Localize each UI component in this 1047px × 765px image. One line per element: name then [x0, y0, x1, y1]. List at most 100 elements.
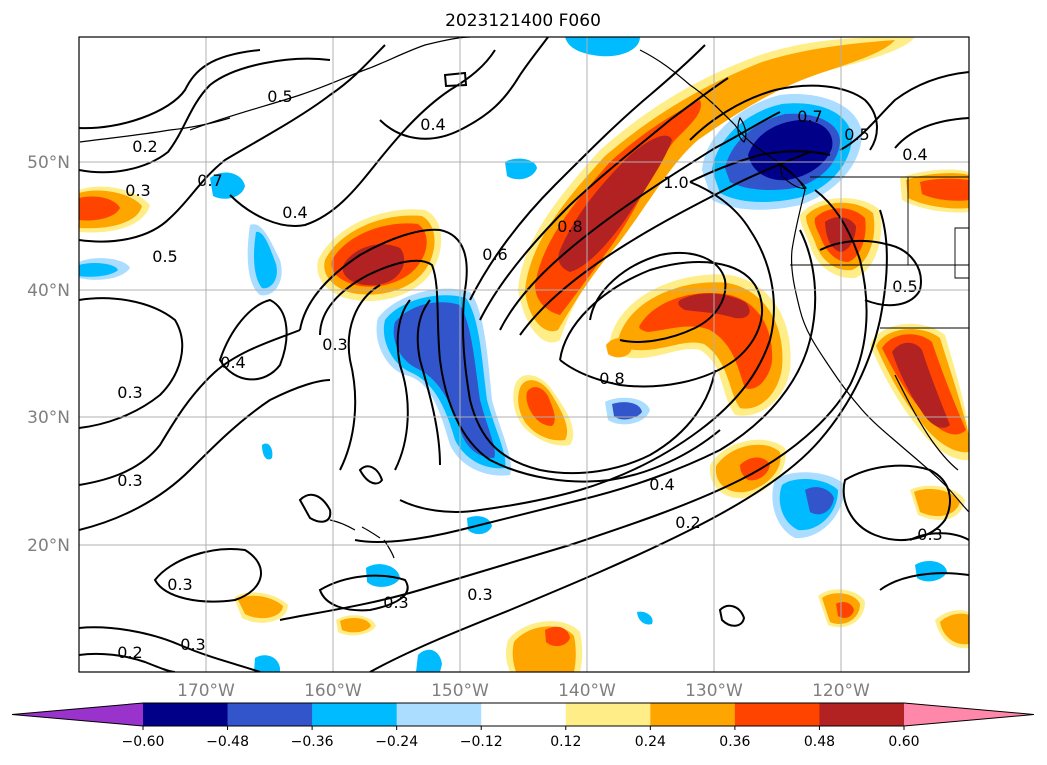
- colorbar-extend-min: [12, 703, 143, 726]
- contour-line: [819, 239, 922, 307]
- contour-line: [416, 299, 441, 466]
- lat-label: 30°N: [27, 408, 70, 428]
- contour-line: [279, 189, 868, 621]
- neg-anomaly-patch: [637, 611, 653, 625]
- colorbar-cell: [650, 703, 736, 726]
- contour-label: 0.7: [197, 171, 222, 190]
- neg-anomaly-patch: [565, 37, 640, 57]
- contour-line: [79, 652, 176, 672]
- colorbar-cell: [481, 703, 567, 726]
- pos-anomaly-patch: [545, 626, 570, 647]
- contour-line: [559, 261, 764, 388]
- contour-line: [839, 71, 969, 151]
- contour-label: 0.3: [467, 585, 492, 604]
- alaska-coast: [189, 37, 471, 131]
- pos-anomaly-patch: [79, 196, 120, 221]
- contour-line: [369, 209, 888, 672]
- contour-label: 0.3: [322, 335, 347, 354]
- map-content: 0.3 0.4 0.4 0.7 0.5 0.6 0.8 1.0 0.7 0.5 …: [79, 37, 969, 672]
- colorbar-cell: [396, 703, 482, 726]
- contour-line: [318, 574, 409, 612]
- contour-label: 0.8: [557, 217, 582, 236]
- pos-anomaly-north-4: [342, 244, 405, 286]
- pos-anomaly-patch: [740, 457, 770, 481]
- north-america-west-coast: [790, 189, 969, 513]
- gridlines: [79, 37, 969, 672]
- haida-gwaii: [737, 116, 747, 143]
- contour-label: 0.4: [902, 145, 927, 164]
- contour-line: [358, 465, 384, 485]
- contour-line: [689, 150, 831, 183]
- neg-anomaly-patch: [915, 560, 947, 582]
- contour-line: [499, 111, 781, 331]
- contour-label: 0.3: [383, 593, 408, 612]
- colorbar-tick-label: 0.12: [550, 734, 581, 750]
- contour-line: [469, 44, 706, 301]
- neg-anomaly-patch: [805, 487, 834, 515]
- pos-anomaly-patch: [892, 342, 950, 428]
- pos-anomaly-patch: [526, 387, 555, 426]
- contour-line: [339, 284, 381, 471]
- contour-line: [79, 57, 331, 174]
- lon-label: 130°W: [685, 681, 743, 701]
- contour-label: 0.5: [844, 125, 869, 144]
- colorbar-tick-label: 0.24: [635, 734, 666, 750]
- colorbar-cell: [565, 703, 651, 726]
- colorbar-cell: [227, 703, 313, 726]
- contour-label: 0.8: [599, 369, 624, 388]
- neg-anomaly-patch: [254, 231, 277, 289]
- shaded-field: [79, 37, 969, 672]
- contour-line: [479, 77, 729, 321]
- contour-line: [354, 229, 817, 543]
- contour-line: [718, 604, 746, 627]
- colorbar-tick-label: −0.12: [460, 734, 503, 750]
- lon-label: 150°W: [431, 681, 489, 701]
- contour-line: [879, 572, 969, 591]
- contour-label: 0.4: [420, 115, 445, 134]
- contour-line: [379, 37, 549, 140]
- lon-label: 160°W: [304, 681, 362, 701]
- neg-anomaly-patch: [505, 158, 537, 180]
- colorbar-cell: [312, 703, 398, 726]
- contour-label: 0.2: [132, 137, 157, 156]
- colorbar: −0.60 −0.48 −0.36 −0.24 −0.12 0.12 0.24 0.36 0.4…: [11, 702, 1035, 750]
- lon-label: 170°W: [177, 681, 235, 701]
- contour-label: 0.3: [167, 575, 192, 594]
- neg-anomaly-patch: [210, 172, 245, 199]
- map-frame: [78, 36, 970, 673]
- colorbar-extend-max: [904, 703, 1034, 726]
- contour-label: 0.3: [180, 635, 205, 654]
- baja-peninsula: [894, 374, 959, 471]
- contour-line: [79, 329, 301, 486]
- neg-anomaly-patch: [612, 402, 642, 420]
- contour-line: [218, 298, 288, 381]
- contour-line: [79, 626, 261, 672]
- contour-label: 0.4: [220, 353, 245, 372]
- contour-line: [79, 44, 386, 243]
- contour-label: 0.6: [482, 245, 507, 264]
- neg-anomaly-patch: [262, 443, 273, 460]
- contour-line: [443, 71, 468, 88]
- latitude-labels: 50°N 40°N 30°N 20°N: [27, 153, 70, 556]
- contour-label: 0.5: [267, 87, 292, 106]
- contour-label: 0.3: [125, 181, 150, 200]
- lon-label: 140°W: [558, 681, 616, 701]
- figure-title: 2023121400 F060: [445, 11, 601, 31]
- pos-anomaly-patch: [340, 618, 371, 633]
- pos-anomaly-patch: [920, 178, 969, 201]
- colorbar-cell: [819, 703, 905, 726]
- contour-line: [79, 49, 261, 130]
- colorbar-cell: [143, 703, 229, 726]
- contour-label: 0.4: [649, 475, 674, 494]
- contour-label: 0.3: [117, 471, 142, 490]
- contour-label: 0.7: [797, 107, 822, 126]
- contour-label: 0.3: [117, 383, 142, 402]
- map-panel: 0.3 0.4 0.4 0.7 0.5 0.6 0.8 1.0 0.7 0.5 …: [78, 36, 970, 673]
- pos-anomaly-patch: [606, 338, 632, 358]
- contour-label: 1.0: [663, 173, 688, 192]
- neg-anomaly-patch: [416, 649, 442, 672]
- vancouver-island: [779, 163, 807, 189]
- contour-label: 0.3: [917, 525, 942, 544]
- contour-label: 0.5: [892, 277, 917, 296]
- colorbar-tick-label: −0.60: [122, 734, 165, 750]
